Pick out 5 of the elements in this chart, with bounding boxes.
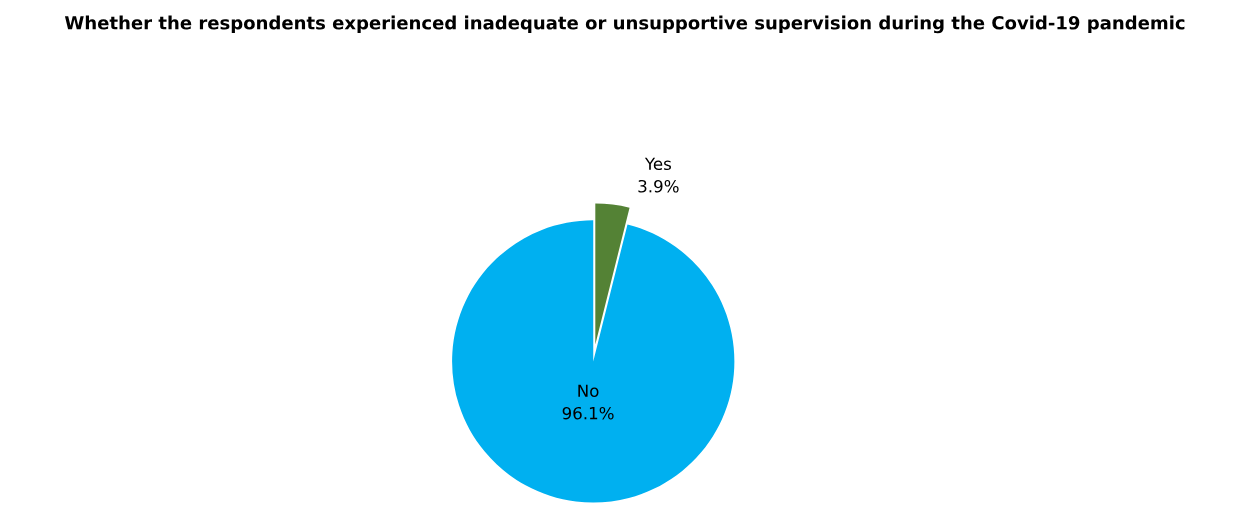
data-label: 96.1% [562,406,614,420]
slice-label: Yes [644,157,671,171]
chart-title: Whether the respondents experienced inadequate or unsupportive supervision during the Covid-19 pandemic [64,15,1185,34]
data-label: 3.9% [638,179,679,193]
slice-label: No [578,384,599,398]
